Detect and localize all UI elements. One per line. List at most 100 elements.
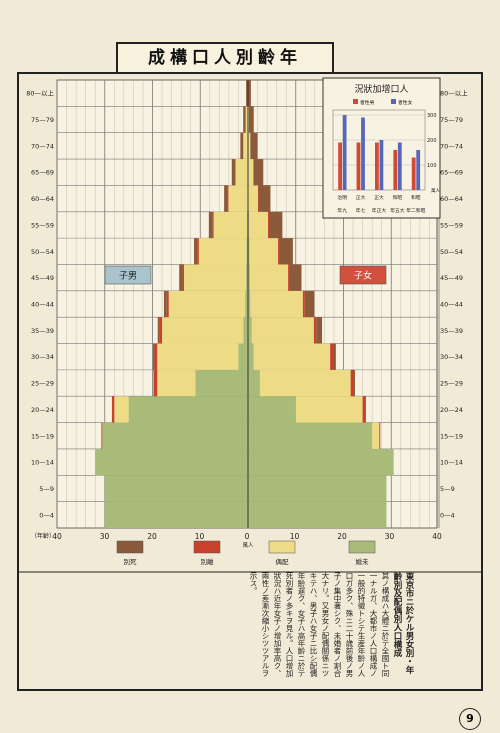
bar-female-single bbox=[248, 475, 387, 502]
age-label-left: 35—39 bbox=[31, 327, 54, 335]
inset-category-mark: 正大 bbox=[374, 194, 384, 201]
inset-legend-swatch bbox=[391, 99, 396, 104]
age-label-left: 30—34 bbox=[31, 353, 54, 361]
age-label-right: 5—9 bbox=[440, 485, 455, 493]
bar-female-married bbox=[295, 396, 363, 423]
inset-category-mark: 和昭 bbox=[411, 194, 421, 201]
age-label-right: 0—4 bbox=[440, 511, 455, 519]
age-label-left: 40—44 bbox=[31, 301, 54, 309]
bar-female-widowed bbox=[316, 317, 323, 344]
bar-male-single bbox=[245, 290, 248, 318]
bar-male-married bbox=[184, 264, 247, 291]
bar-male-widowed bbox=[246, 80, 248, 107]
bar-female-married bbox=[248, 159, 254, 186]
bar-male-widowed bbox=[208, 211, 213, 239]
bar-male-single bbox=[104, 475, 248, 502]
legend-label: 別離 bbox=[201, 557, 215, 566]
bar-male-married bbox=[198, 238, 247, 265]
y-unit-label: （年齡） bbox=[31, 532, 55, 540]
bar-male-widowed bbox=[231, 159, 236, 186]
inset-bar bbox=[397, 142, 402, 190]
x-tick-label: 20 bbox=[147, 532, 157, 541]
bar-male-divorced bbox=[212, 211, 214, 239]
age-label-right: 30—34 bbox=[440, 353, 463, 361]
bar-female-married bbox=[253, 343, 331, 370]
inset-category-mark: 和昭 bbox=[393, 194, 403, 201]
age-label-left: 5—9 bbox=[39, 485, 54, 493]
bar-male-single bbox=[128, 396, 248, 423]
age-label-right: 10—14 bbox=[440, 459, 463, 467]
bar-female-divorced bbox=[379, 422, 381, 449]
inset-unit-label: 萬人 bbox=[431, 187, 440, 194]
bar-male-widowed bbox=[240, 132, 244, 160]
age-label-left: 45—49 bbox=[31, 274, 54, 282]
bar-female-widowed bbox=[253, 159, 264, 186]
bar-male-married bbox=[168, 290, 246, 318]
inset-bar bbox=[375, 142, 379, 190]
bar-female-divorced bbox=[362, 396, 366, 423]
age-label-right: 50—54 bbox=[440, 248, 463, 256]
bar-male-single bbox=[195, 369, 248, 397]
page-title-box: 成構口人別齡年 bbox=[116, 42, 334, 74]
bar-female-single bbox=[248, 238, 250, 265]
bar-female-married bbox=[248, 132, 251, 160]
bar-male-single bbox=[102, 422, 248, 449]
age-label-right: 55—59 bbox=[440, 221, 463, 229]
bar-male-widowed bbox=[152, 343, 155, 370]
bar-male-widowed bbox=[157, 317, 160, 344]
bar-male-single bbox=[238, 343, 248, 370]
age-label-right: 60—64 bbox=[440, 195, 463, 203]
inset-category-label: 年九 bbox=[337, 207, 347, 214]
age-label-left: 80—以上 bbox=[26, 89, 54, 98]
chart-frame bbox=[17, 72, 483, 691]
inset-legend-label: 者性男 bbox=[360, 99, 375, 106]
x-tick-label: 0 bbox=[245, 532, 250, 541]
notes-block: 東京市ニ於ケル男女別・年齡別及配偶別人口構成 其ノ構成ハ大體ニ於テ全國ト同一ナル… bbox=[85, 572, 415, 680]
age-label-right: 75—79 bbox=[440, 116, 463, 124]
age-label-right: 40—44 bbox=[440, 301, 463, 309]
bar-female-single bbox=[248, 448, 394, 476]
bar-male-widowed bbox=[179, 264, 183, 291]
bar-male-divorced bbox=[154, 343, 158, 370]
legend-swatch bbox=[348, 540, 376, 554]
bar-male-divorced bbox=[101, 422, 103, 449]
bar-female-widowed bbox=[289, 264, 302, 291]
inset-category-label: 年正大 bbox=[372, 207, 387, 214]
bar-female-married bbox=[249, 238, 279, 265]
bar-female-single bbox=[248, 369, 260, 397]
bar-female-married bbox=[248, 185, 259, 212]
inset-bar bbox=[393, 150, 398, 190]
bar-male-married bbox=[157, 369, 196, 397]
page-number: 9 bbox=[459, 708, 481, 730]
bar-male-married bbox=[213, 211, 248, 239]
legend-label: 偶配 bbox=[276, 557, 290, 566]
bar-female-widowed bbox=[248, 106, 254, 133]
inset-bar bbox=[411, 157, 416, 190]
bar-female-married bbox=[250, 290, 303, 318]
inset-y-tick: 100 bbox=[427, 163, 437, 169]
x-tick-label: 40 bbox=[52, 532, 62, 541]
age-label-left: 10—14 bbox=[31, 459, 54, 467]
bar-male-divorced bbox=[182, 264, 185, 291]
bar-female-single bbox=[248, 264, 250, 291]
x-unit-label: 萬人 bbox=[242, 541, 254, 549]
female-label-box bbox=[339, 265, 387, 285]
inset-legend-swatch bbox=[353, 99, 358, 104]
age-label-right: 35—39 bbox=[440, 327, 463, 335]
bar-female-single bbox=[248, 396, 296, 423]
bar-female-widowed bbox=[304, 290, 315, 318]
bar-male-divorced bbox=[111, 396, 115, 423]
inset-bar bbox=[338, 142, 342, 190]
male-label: 子男 bbox=[119, 271, 137, 282]
bar-female-widowed bbox=[332, 343, 336, 370]
bar-female-widowed bbox=[250, 132, 258, 160]
inset-legend-label: 者性女 bbox=[398, 99, 413, 106]
legend-swatch bbox=[268, 540, 296, 554]
bar-female-single bbox=[248, 317, 252, 344]
age-label-left: 25—29 bbox=[31, 380, 54, 388]
bar-female-married bbox=[249, 264, 289, 291]
age-label-right: 70—74 bbox=[440, 142, 463, 150]
inset-y-tick: 300 bbox=[427, 113, 437, 119]
bar-male-divorced bbox=[166, 290, 169, 318]
